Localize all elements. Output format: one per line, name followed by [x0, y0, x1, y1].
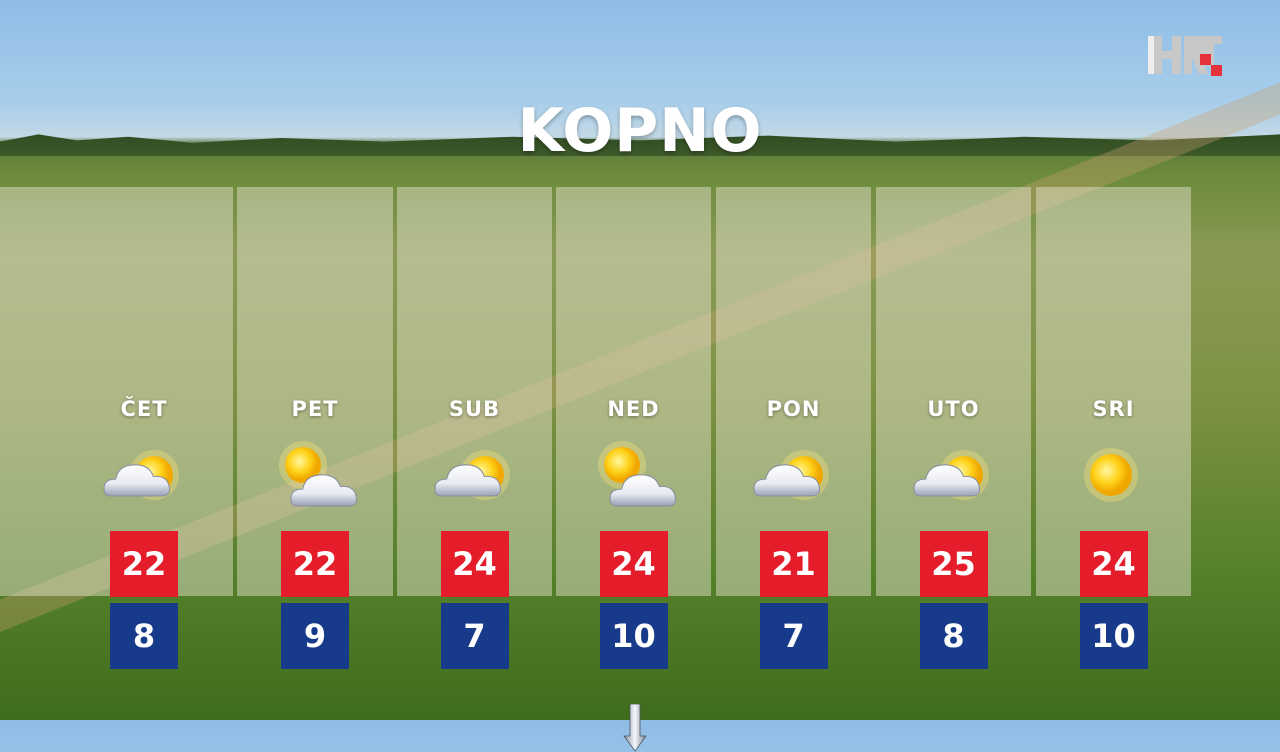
day-label: NED [607, 397, 660, 421]
forecast-day-6: SRI 24 10 [1036, 187, 1191, 669]
low-temp: 7 [440, 603, 509, 669]
forecast-day-0: ČET 22 8 [0, 187, 233, 669]
forecast-day-3: NED 24 10 [556, 187, 711, 752]
sun-cloud-icon [597, 441, 676, 507]
sun-icon [1083, 448, 1138, 502]
low-temp: 8 [110, 603, 178, 669]
high-temp: 21 [759, 531, 828, 597]
high-temp: 25 [919, 531, 988, 597]
day-label: PON [766, 397, 821, 421]
high-temp: 22 [281, 531, 349, 597]
treeline [0, 134, 1280, 156]
forecast-day-4: PON 21 7 [716, 187, 871, 669]
forecast-day-5: UTO 25 8 [876, 187, 1031, 669]
day-label: PET [291, 397, 339, 421]
low-temp: 8 [919, 603, 988, 669]
page-title: KOPNO [517, 96, 763, 166]
sun-cloud-icon [279, 441, 357, 507]
high-temp: 24 [1079, 531, 1148, 597]
down-arrow-icon [622, 704, 647, 752]
cloud-sun-icon [433, 450, 510, 500]
high-temp: 24 [599, 531, 668, 597]
cloud-sun-icon [912, 450, 989, 500]
low-temp: 9 [281, 603, 349, 669]
low-temp: 10 [1079, 603, 1148, 669]
high-temp: 24 [440, 531, 509, 597]
cloud-sun-icon [103, 450, 179, 500]
forecast-day-1: PET 22 9 [237, 187, 393, 669]
day-label: SRI [1092, 397, 1135, 421]
day-label: SUB [448, 397, 501, 421]
cloud-sun-icon [752, 450, 829, 500]
high-temp: 22 [110, 531, 178, 597]
low-temp: 10 [599, 603, 668, 669]
hrt-logo [1148, 36, 1222, 76]
forecast-day-2: SUB 24 7 [397, 187, 552, 669]
low-temp: 7 [759, 603, 828, 669]
day-label: UTO [927, 397, 980, 421]
day-label: ČET [120, 397, 168, 421]
